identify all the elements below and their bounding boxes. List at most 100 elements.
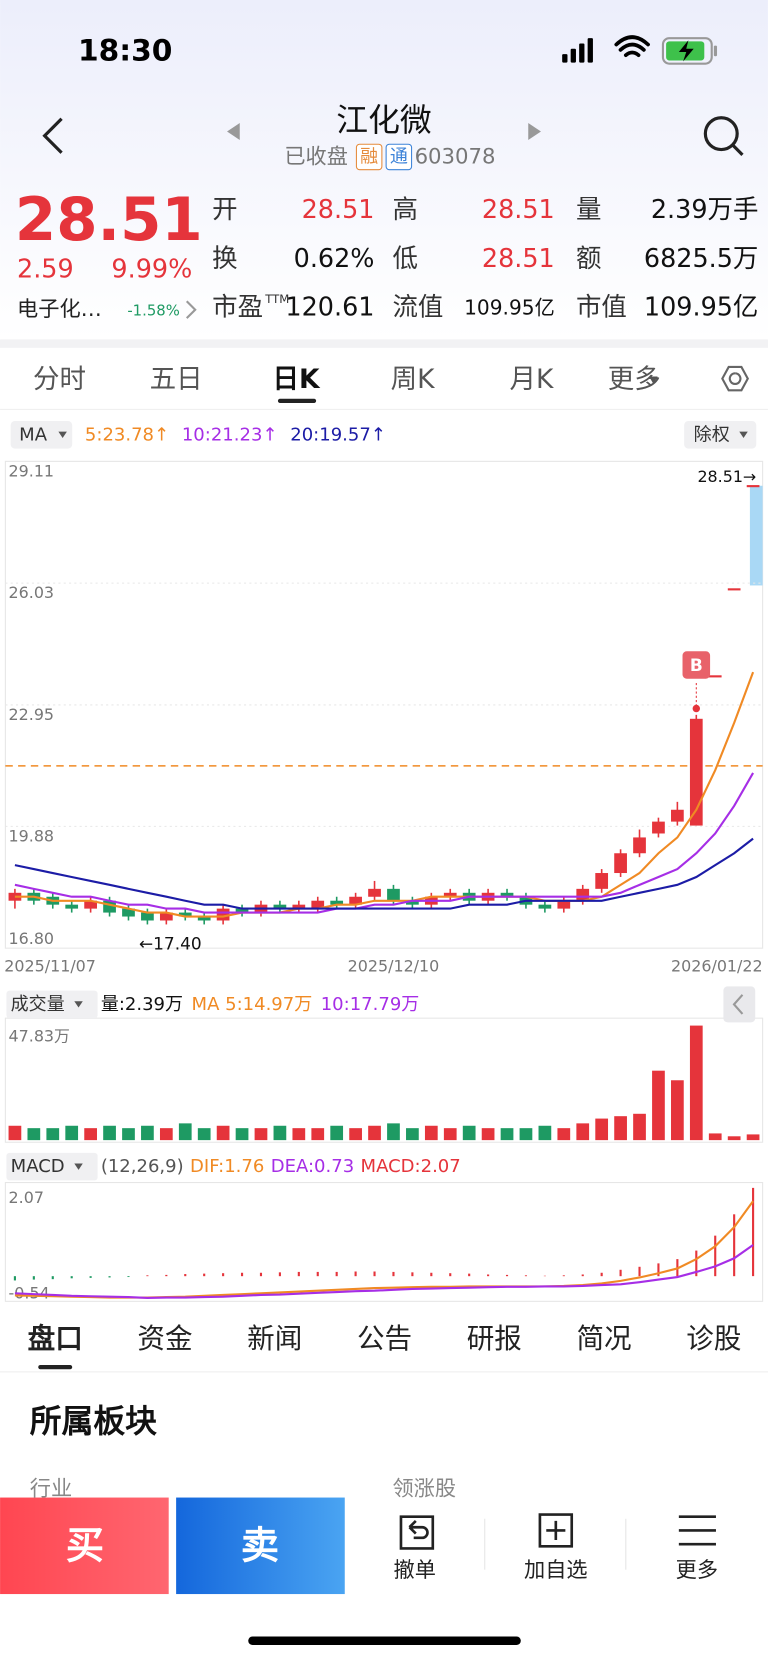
action-label[interactable]: 加自选 — [524, 1558, 588, 1583]
field-label: 低 — [392, 244, 417, 274]
chart-tab[interactable]: 日K — [272, 364, 321, 395]
macd-button[interactable] — [6, 1152, 98, 1181]
detail-tab[interactable]: 资金 — [137, 1322, 192, 1355]
marker-dot — [692, 704, 701, 713]
sell-button[interactable] — [176, 1497, 345, 1595]
field-label: 市盈 — [212, 293, 263, 323]
candle-body — [311, 900, 325, 909]
prev-stock[interactable] — [227, 123, 240, 140]
ma-button[interactable] — [10, 421, 73, 449]
volume-bar — [633, 1113, 646, 1141]
ma-legend: 20:19.57↑ — [290, 424, 386, 445]
divider — [0, 1371, 768, 1373]
detail-tab[interactable]: 简况 — [577, 1322, 632, 1355]
volume-bar — [122, 1128, 135, 1141]
next-stock[interactable] — [528, 123, 541, 140]
caret — [74, 1163, 83, 1170]
y-tick-label: 47.83万 — [9, 1027, 70, 1046]
detail-tab[interactable]: 公告 — [357, 1322, 412, 1355]
candle-body — [368, 888, 381, 897]
candle-body — [159, 912, 173, 921]
stock-name: 江化微 — [336, 101, 431, 139]
field-label: 高 — [392, 195, 417, 225]
chart-tab[interactable]: 分时 — [33, 364, 86, 395]
volume-button[interactable] — [6, 990, 98, 1019]
chevron — [732, 994, 744, 1015]
candle-body — [652, 821, 665, 834]
price-change: 2.59 — [17, 254, 74, 284]
volume-bar — [273, 1125, 287, 1141]
x-tick-label: 2026/01/22 — [671, 957, 763, 976]
candle-body — [103, 900, 116, 913]
sell-label[interactable]: 卖 — [241, 1524, 279, 1568]
field-label: 市值 — [576, 293, 627, 323]
candle-body — [557, 900, 571, 909]
settings-icon[interactable] — [721, 365, 749, 392]
collapse-button[interactable] — [723, 986, 756, 1023]
tab-underline — [277, 398, 317, 404]
buy-button[interactable] — [0, 1497, 169, 1595]
adjust-label: 除权 — [694, 424, 730, 445]
volume-bar — [330, 1125, 344, 1141]
caret — [739, 431, 748, 439]
field-label: 换 — [212, 244, 237, 274]
status-icons — [562, 35, 718, 65]
y-tick-label: 22.95 — [9, 705, 55, 724]
volume-bar — [197, 1128, 211, 1141]
volume-bar — [462, 1125, 476, 1141]
action-label[interactable]: 更多 — [676, 1558, 718, 1583]
volume-bar — [84, 1128, 97, 1141]
field-value: 109.95亿 — [464, 296, 555, 320]
macd-params: (12,26,9) — [101, 1156, 184, 1177]
candle-body — [197, 916, 211, 921]
chevron — [185, 300, 197, 319]
chart-tab[interactable]: 更多 — [608, 364, 661, 395]
volume-bar — [443, 1128, 457, 1141]
chart-tab[interactable]: 周K — [391, 364, 436, 395]
field-label: 额 — [576, 244, 601, 274]
chart-tab[interactable]: 五日 — [150, 364, 203, 395]
candle-body — [141, 912, 154, 921]
volume-bar — [406, 1128, 419, 1141]
y-tick-label: 26.03 — [9, 583, 55, 602]
chart-tab[interactable]: 月K — [509, 364, 554, 395]
volume-bar — [519, 1128, 533, 1141]
detail-tab[interactable]: 盘口 — [28, 1322, 83, 1355]
scroll-indicator — [749, 485, 763, 586]
candle-body — [727, 588, 741, 591]
sector-change: -1.58% — [127, 302, 179, 319]
more-caret — [649, 376, 658, 384]
macd-line — [14, 1244, 754, 1300]
detail-tab[interactable]: 诊股 — [686, 1322, 741, 1355]
volume-bar — [141, 1125, 154, 1141]
tag-box — [385, 143, 413, 171]
search-button[interactable] — [703, 116, 744, 156]
panel-title: MACD — [11, 1156, 65, 1177]
macd-legend: DIF:1.76 — [190, 1156, 264, 1177]
candle-body — [122, 908, 135, 917]
action-icons — [399, 1513, 716, 1550]
volume-bar — [292, 1128, 306, 1141]
volume-bar — [27, 1128, 41, 1141]
sector[interactable]: 电子化… — [17, 297, 102, 322]
candle-body — [595, 873, 609, 889]
candle-body — [235, 908, 249, 913]
volume-bar — [235, 1128, 249, 1141]
detail-tab[interactable]: 新闻 — [247, 1322, 302, 1355]
back-button[interactable] — [42, 117, 63, 154]
volume-bar — [254, 1128, 268, 1141]
volume-bar — [46, 1128, 60, 1141]
adjust-button[interactable] — [684, 421, 757, 449]
detail-tab[interactable]: 研报 — [467, 1322, 522, 1355]
field-value: 0.62% — [294, 244, 375, 274]
field-value: 28.51 — [482, 244, 555, 274]
panel-title: 成交量 — [11, 994, 65, 1015]
field-label: 量 — [576, 195, 601, 225]
y-tick-label: 16.80 — [9, 929, 55, 948]
ma-legend: 10:21.23↑ — [182, 424, 278, 445]
buy-label[interactable]: 买 — [66, 1524, 104, 1568]
action-label[interactable]: 撤单 — [394, 1558, 436, 1583]
field-value: 6825.5万 — [644, 244, 758, 274]
volume-bar — [387, 1123, 400, 1141]
volume-bar — [216, 1125, 230, 1141]
